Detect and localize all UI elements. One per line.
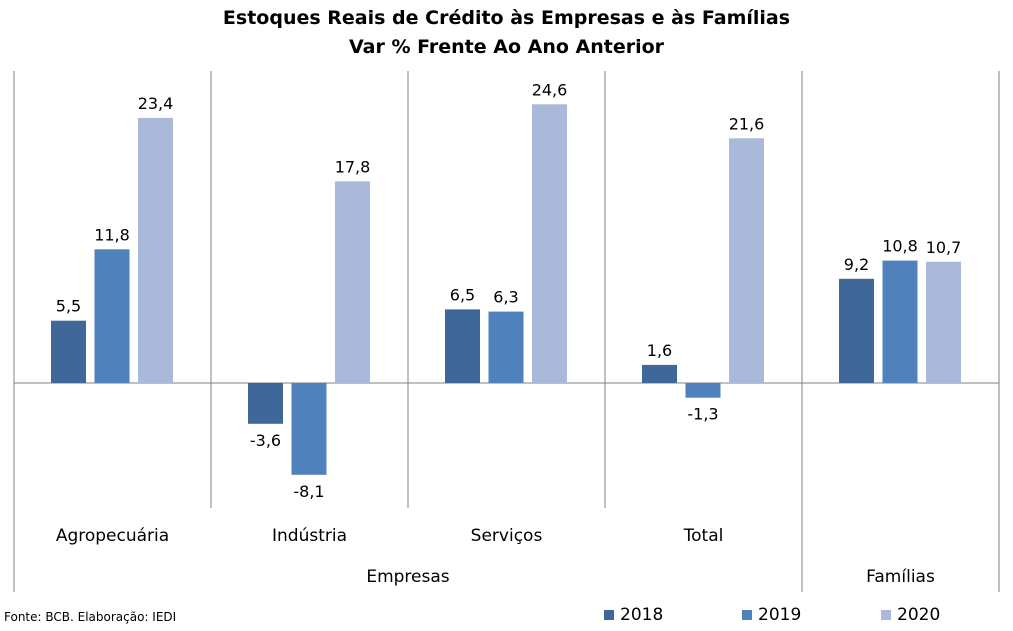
legend-label-2019: 2019 xyxy=(758,605,802,625)
group-label: Famílias xyxy=(866,567,935,587)
legend-item-2019: 2019 xyxy=(742,605,801,625)
bar xyxy=(882,260,918,383)
data-label: -8,1 xyxy=(293,482,324,501)
bar xyxy=(291,383,327,475)
data-label: 6,3 xyxy=(493,288,518,307)
data-label: 5,5 xyxy=(56,297,81,316)
chart-title: Estoques Reais de Crédito às Empresas e … xyxy=(222,7,791,29)
bar xyxy=(138,117,173,384)
group-label: Empresas xyxy=(366,567,449,587)
data-label: 10,8 xyxy=(882,237,918,256)
bar xyxy=(926,261,961,383)
bar xyxy=(532,104,567,384)
data-label: 23,4 xyxy=(138,94,174,113)
legend-swatch-2019 xyxy=(742,610,752,620)
category-label: Indústria xyxy=(272,526,347,546)
data-label: -3,6 xyxy=(250,431,281,450)
bar xyxy=(248,383,283,424)
bar xyxy=(642,364,677,383)
legend-swatch-2018 xyxy=(604,610,614,620)
bar xyxy=(839,278,874,383)
category-label: Total xyxy=(683,526,724,546)
bar xyxy=(445,309,480,383)
data-label: 1,6 xyxy=(647,341,672,360)
legend-label-2018: 2018 xyxy=(620,605,664,625)
legend-label-2020: 2020 xyxy=(897,605,941,625)
data-label: 21,6 xyxy=(729,114,765,133)
legend-item-2018: 2018 xyxy=(604,605,663,625)
bar xyxy=(335,181,370,383)
bar xyxy=(685,383,721,398)
chart-subtitle: Var % Frente Ao Ano Anterior xyxy=(348,36,665,58)
data-label: 17,8 xyxy=(335,157,371,176)
data-label: 24,6 xyxy=(532,80,568,99)
source-note: Fonte: BCB. Elaboração: IEDI xyxy=(4,610,177,624)
bar xyxy=(51,320,86,383)
data-label: 6,5 xyxy=(450,285,475,304)
category-label: Serviços xyxy=(471,526,543,546)
data-label: 11,8 xyxy=(94,225,130,244)
data-label: 9,2 xyxy=(844,255,869,274)
data-label: 10,7 xyxy=(926,238,962,257)
category-label: Agropecuária xyxy=(56,526,169,546)
legend-swatch-2020 xyxy=(881,610,891,620)
bar xyxy=(488,311,524,383)
legend-item-2020: 2020 xyxy=(881,605,940,625)
bar xyxy=(94,249,130,383)
bar xyxy=(729,138,764,383)
data-label: -1,3 xyxy=(687,405,718,424)
